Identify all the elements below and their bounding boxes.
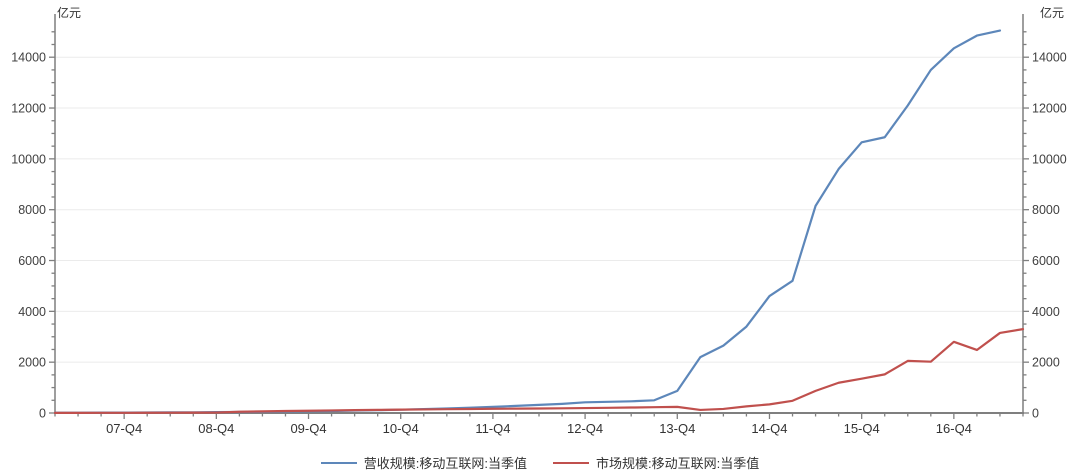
- market-series-line: [53, 328, 1025, 414]
- x-tick-label: 10-Q4: [383, 421, 419, 436]
- y-tick-label-right: 10000: [1032, 152, 1067, 166]
- x-tick-label: 07-Q4: [106, 421, 142, 436]
- y-tick-label-left: 10000: [11, 152, 46, 166]
- legend-item-revenue: 营收规模:移动互联网:当季值: [320, 453, 527, 472]
- chart-legend: 营收规模:移动互联网:当季值 市场规模:移动互联网:当季值: [0, 453, 1080, 472]
- y-tick-label-left: 12000: [11, 102, 46, 116]
- x-tick-label: 14-Q4: [751, 421, 787, 436]
- x-tick-label: 12-Q4: [567, 421, 603, 436]
- legend-label-market: 市场规模:移动互联网:当季值: [596, 456, 760, 471]
- y-tick-label-right: 0: [1032, 407, 1039, 421]
- y-tick-label-right: 12000: [1032, 102, 1067, 116]
- legend-swatch-market: [553, 461, 589, 464]
- y-tick-label-left: 8000: [18, 203, 46, 217]
- y-tick-label-left: 14000: [11, 51, 46, 65]
- y-tick-label-left: 6000: [18, 254, 46, 268]
- legend-label-revenue: 营收规模:移动互联网:当季值: [363, 456, 527, 471]
- x-tick-label: 08-Q4: [198, 421, 234, 436]
- y-tick-label-left: 0: [39, 407, 46, 421]
- y-tick-label-right: 14000: [1032, 51, 1067, 65]
- y-tick-label-right: 2000: [1032, 356, 1060, 370]
- x-tick-label: 16-Q4: [936, 421, 972, 436]
- y-tick-label-right: 8000: [1032, 203, 1060, 217]
- legend-swatch-revenue: [320, 461, 357, 464]
- legend-item-market: 市场规模:移动互联网:当季值: [553, 453, 759, 472]
- y-tick-label-left: 4000: [18, 305, 46, 319]
- x-tick-label: 15-Q4: [844, 421, 880, 436]
- y-tick-label-right: 4000: [1032, 305, 1060, 319]
- y-axis-unit-left: 亿元: [57, 6, 82, 20]
- y-axis-unit-right: 亿元: [1039, 6, 1064, 20]
- x-tick-label: 09-Q4: [290, 421, 326, 436]
- revenue-series-line: [53, 29, 1002, 414]
- x-tick-label: 11-Q4: [475, 421, 510, 436]
- y-tick-label-left: 2000: [18, 356, 46, 370]
- y-tick-label-right: 6000: [1032, 254, 1060, 268]
- x-tick-label: 13-Q4: [659, 421, 695, 436]
